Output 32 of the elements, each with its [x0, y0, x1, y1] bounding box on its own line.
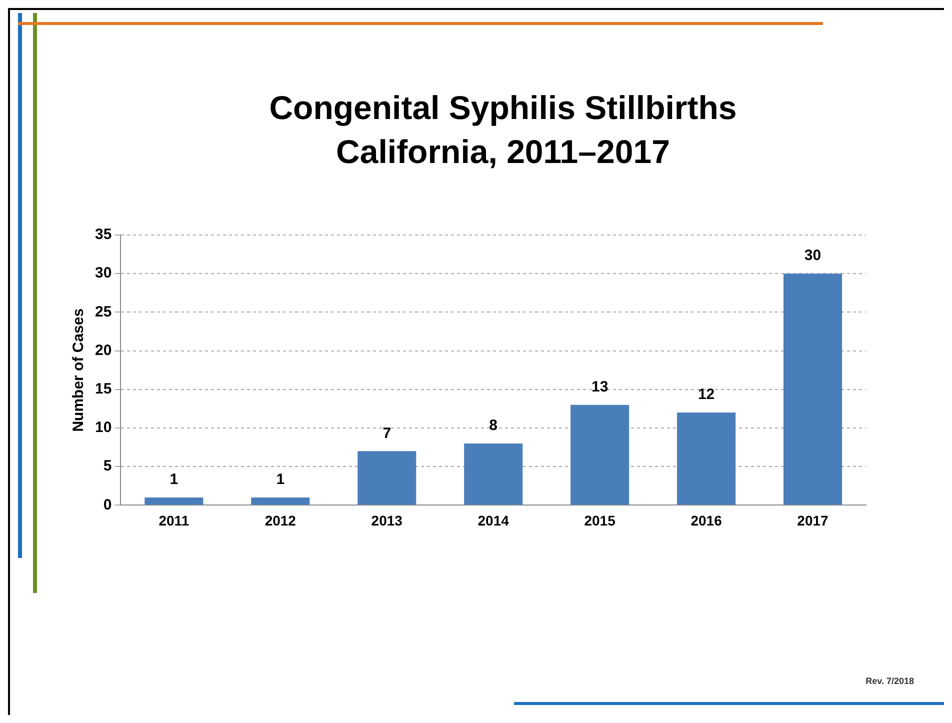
chart-title: Congenital Syphilis Stillbirths California, 2011–2017: [268, 88, 738, 172]
text: Rev. 7/2018: [866, 676, 914, 686]
x-tick-label: 2012: [264, 512, 296, 528]
bar: [144, 497, 204, 505]
x-tick-label: 2015: [584, 512, 616, 528]
y-tick-label: 5: [103, 458, 112, 475]
y-tick-label: 30: [94, 264, 112, 282]
bar: [783, 274, 842, 505]
y-axis-title: Number of Cases: [70, 308, 88, 432]
y-tick-label: 10: [94, 419, 112, 436]
x-tick-label: 2011: [158, 512, 190, 528]
x-tick-label: 2013: [371, 512, 403, 528]
y-tick-label: 20: [94, 342, 112, 359]
data-label: 1: [276, 471, 285, 488]
y-tick-label: 25: [94, 303, 112, 320]
x-tick-label: 2017: [797, 512, 829, 528]
data-label: 12: [698, 386, 715, 404]
data-label: 8: [489, 417, 498, 434]
data-label: 7: [382, 424, 392, 442]
y-tick-label: 15: [94, 380, 112, 398]
bar: [570, 404, 630, 505]
x-tick-label: 2014: [478, 512, 510, 528]
bar: [677, 412, 736, 505]
y-tick-label: 0: [103, 496, 112, 514]
bar: [464, 443, 523, 505]
y-tick-label: 35: [94, 226, 112, 244]
data-label: 13: [591, 378, 608, 396]
data-label: 30: [804, 247, 822, 264]
bar: [251, 497, 310, 505]
bar: [358, 451, 416, 505]
data-label: 1: [170, 471, 178, 488]
x-tick-label: 2016: [690, 512, 722, 528]
